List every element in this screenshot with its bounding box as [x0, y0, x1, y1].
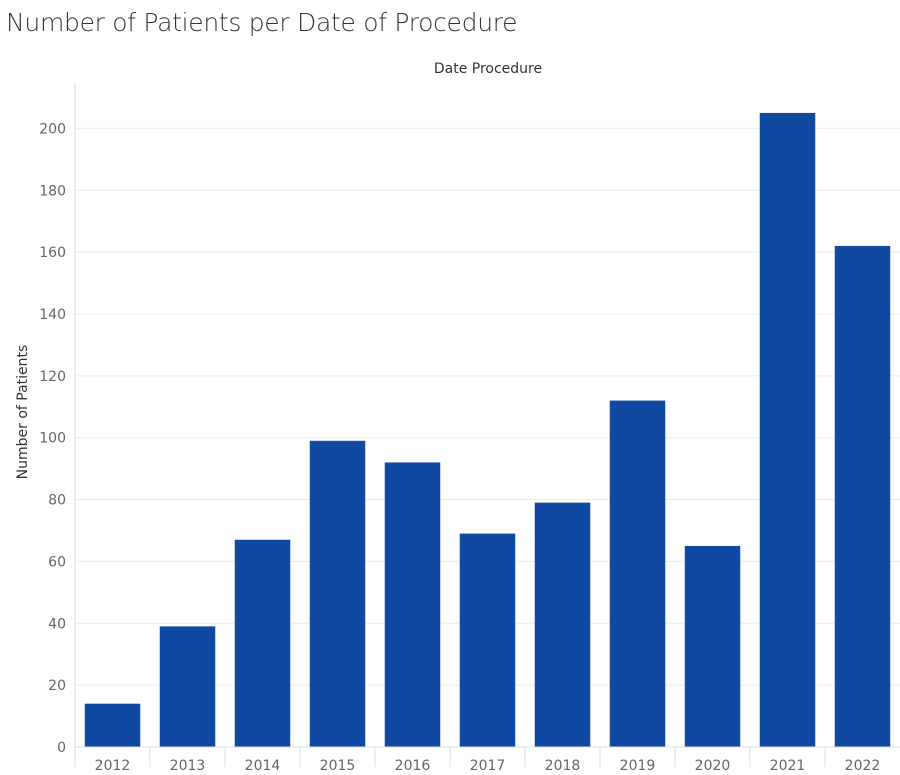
x-tick-label: 2015	[320, 758, 356, 774]
x-tick-labels: 2012 2013 2014 2015 2016 2017 2018 2019 2020 2021…	[95, 758, 881, 774]
y-tick-label: 140	[39, 307, 66, 323]
y-axis-title: Number of Patients	[15, 345, 31, 480]
y-tick-label: 100	[39, 431, 66, 447]
x-axis-title: Date Procedure	[434, 61, 542, 77]
x-tick-label: 2012	[95, 758, 131, 774]
x-tick-label: 2014	[245, 758, 281, 774]
y-tick-label: 200	[39, 121, 66, 137]
x-tick-label: 2018	[545, 758, 581, 774]
x-tick-label: 2021	[770, 758, 806, 774]
bar-2016[interactable]	[384, 462, 441, 747]
bar-2018[interactable]	[534, 502, 591, 747]
y-tick-label: 60	[48, 554, 66, 570]
bar-2013[interactable]	[159, 626, 216, 747]
y-tick-label: 0	[57, 740, 66, 756]
x-tick-label: 2019	[620, 758, 656, 774]
bar-2015[interactable]	[309, 440, 366, 747]
x-tick-label: 2013	[170, 758, 206, 774]
axes	[74, 82, 900, 767]
bars	[84, 112, 891, 747]
y-tick-label: 120	[39, 369, 66, 385]
bar-2021[interactable]	[759, 112, 816, 747]
y-tick-label: 160	[39, 245, 66, 261]
y-tick-label: 20	[48, 678, 66, 694]
bar-2020[interactable]	[684, 545, 741, 747]
bar-2022[interactable]	[834, 245, 891, 747]
bar-2017[interactable]	[459, 533, 516, 747]
bar-2014[interactable]	[234, 539, 291, 747]
x-tick-label: 2016	[395, 758, 431, 774]
x-tick-label: 2020	[695, 758, 731, 774]
y-tick-label: 180	[39, 183, 66, 199]
x-tick-label: 2017	[470, 758, 506, 774]
bar-2019[interactable]	[609, 400, 666, 747]
chart-title: Number of Patients per Date of Procedure	[6, 8, 518, 37]
y-tick-labels: 0 20 40 60 80 100 120 140 160 180 200	[39, 121, 66, 756]
bar-2012[interactable]	[84, 703, 141, 747]
y-tick-label: 80	[48, 493, 66, 509]
y-tick-label: 40	[48, 616, 66, 632]
x-tick-label: 2022	[845, 758, 881, 774]
